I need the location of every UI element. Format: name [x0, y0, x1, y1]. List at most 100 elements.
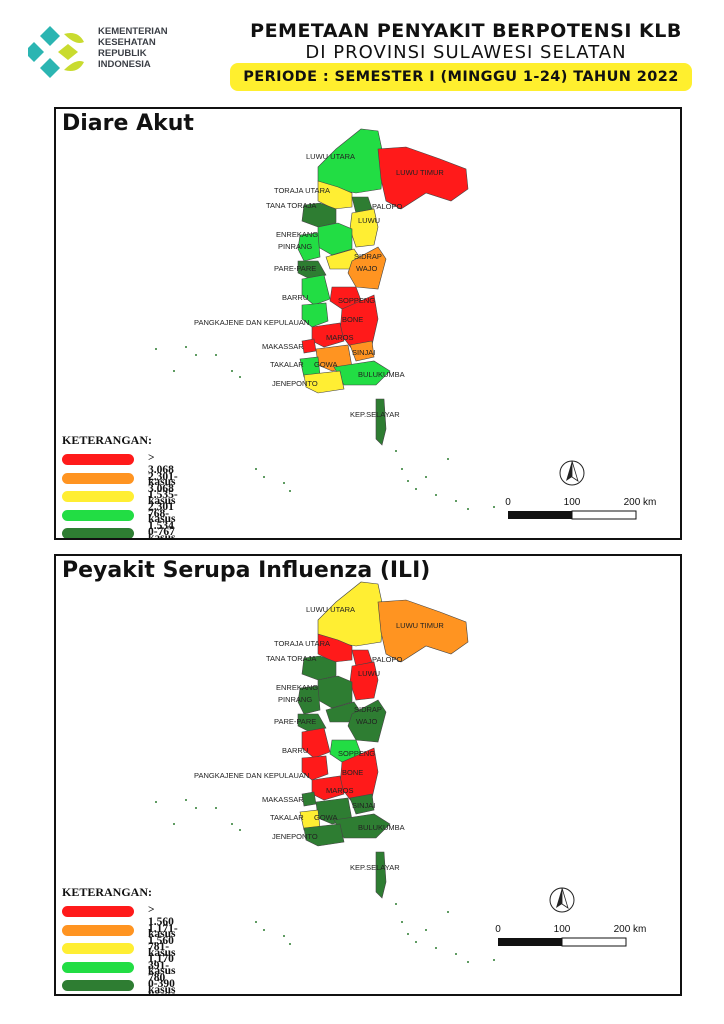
legend-item: 781-1.170 kasus	[62, 941, 176, 977]
scale-tick-label: 200 km	[614, 924, 647, 935]
map-panel-diare: Diare Akut LUWU UTARA LUWU TIMUR TORAJA UT…	[54, 107, 682, 540]
region-label: BARRU	[282, 746, 308, 755]
region-label: GOWA	[314, 360, 337, 369]
island-mark	[493, 959, 495, 961]
map-legend: KETERANGAN: > 1.560 kasus 1.171-1.560 ka…	[62, 885, 178, 994]
region-luwu-timur	[377, 146, 469, 210]
main-title: PEMETAAN PENYAKIT BERPOTENSI KLB	[250, 20, 682, 42]
island-mark	[401, 468, 403, 470]
island-mark	[195, 807, 197, 809]
island-mark	[415, 941, 417, 943]
island-mark	[185, 346, 187, 348]
logo-line-3: REPUBLIK	[98, 48, 147, 59]
region-pangkajene-dan-kepulauan	[301, 302, 329, 328]
region-label: PARE-PARE	[274, 264, 316, 273]
region-label: ENREKANG	[276, 230, 318, 239]
island-mark	[289, 943, 291, 945]
legend-label: 781-1.170 kasus	[148, 941, 176, 977]
region-enrekang	[317, 222, 353, 256]
region-label: SINJAI	[352, 801, 375, 810]
legend-swatch	[62, 528, 134, 538]
region-label: KEP.SELAYAR	[350, 863, 400, 872]
region-label: TORAJA UTARA	[274, 639, 330, 648]
legend-label: 0-390 kasus	[148, 978, 176, 996]
region-label: SOPPENG	[338, 749, 375, 758]
island-mark	[425, 929, 427, 931]
region-wajo	[347, 246, 387, 290]
period-banner: PERIODE : SEMESTER I (MINGGU 1-24) TAHUN…	[230, 63, 692, 91]
logo-line-2: KESEHATAN	[98, 37, 156, 48]
island-mark	[263, 476, 265, 478]
province-map: LUWU UTARA LUWU TIMUR TORAJA UTARA TANA TOR…	[155, 581, 647, 963]
island-mark	[447, 458, 449, 460]
region-pangkajene-dan-kepulauan	[301, 755, 329, 781]
region-label: MAKASSAR	[262, 342, 304, 351]
scale-tick-label: 100	[554, 924, 571, 935]
map-title: Diare Akut	[62, 111, 194, 136]
region-label: WAJO	[356, 264, 378, 273]
legend-label: 768-1.534 kasus	[148, 507, 176, 540]
region-label: TORAJA UTARA	[274, 186, 330, 195]
region-label: JENEPONTO	[272, 832, 318, 841]
island-mark	[467, 961, 469, 963]
legend-item: 2.301-3.068 kasus	[62, 471, 178, 507]
legend-swatch	[62, 454, 134, 465]
island-mark	[239, 829, 241, 831]
island-mark	[215, 354, 217, 356]
island-mark	[395, 450, 397, 452]
island-mark	[455, 953, 457, 955]
legend-swatch	[62, 924, 134, 936]
region-pinrang	[297, 685, 321, 715]
legend-label: > 3.068 kasus	[148, 452, 176, 488]
region-label: PANGKAJENE DAN KEPULAUAN	[194, 318, 309, 327]
region-sinjai	[349, 340, 375, 362]
scale-bar: 0 100 200 km	[505, 460, 656, 520]
region-label: MAKASSAR	[262, 795, 304, 804]
region-label: MAROS	[326, 333, 354, 342]
island-mark	[155, 348, 157, 350]
region-label: BULUKUMBA	[358, 370, 405, 379]
region-barru	[301, 727, 331, 759]
region-label: TAKALAR	[270, 813, 304, 822]
region-kep-selayar	[375, 398, 387, 446]
legend-item: > 3.068 kasus	[62, 452, 176, 488]
region-wajo	[347, 699, 387, 743]
region-luwu	[349, 661, 379, 701]
region-jeneponto	[303, 370, 345, 394]
legend-item: > 1.560 kasus	[62, 904, 176, 940]
scale-tick-label: 100	[564, 497, 581, 508]
island-mark	[263, 929, 265, 931]
region-label: GOWA	[314, 813, 337, 822]
legend-label: 2.301-3.068 kasus	[148, 470, 178, 507]
ministry-logo: KEMENTERIAN KESEHATAN REPUBLIK INDONESIA	[28, 20, 198, 84]
island-mark	[493, 506, 495, 508]
legend-title: KETERANGAN:	[62, 885, 153, 899]
map-legend: KETERANGAN: > 3.068 kasus 2.301-3.068 ka…	[62, 433, 178, 538]
region-label: BONE	[342, 315, 363, 324]
island-mark	[407, 933, 409, 935]
island-mark	[407, 480, 409, 482]
north-arrow-icon	[549, 887, 575, 913]
region-label: BARRU	[282, 293, 308, 302]
region-label: WAJO	[356, 717, 378, 726]
region-label: MAROS	[326, 786, 354, 795]
scale-segment	[561, 937, 627, 947]
logo-line-1: KEMENTERIAN	[98, 26, 168, 37]
island-mark	[239, 376, 241, 378]
region-label: LUWU	[358, 669, 380, 678]
region-label: LUWU UTARA	[306, 152, 355, 161]
map-title: Peyakit Serupa Influenza (ILI)	[62, 558, 431, 583]
legend-swatch	[62, 961, 134, 973]
scale-segment	[498, 938, 562, 946]
island-mark	[435, 494, 437, 496]
scale-segment	[571, 510, 637, 520]
region-label: PINRANG	[278, 242, 312, 251]
island-mark	[435, 947, 437, 949]
legend-label: 1.171-1.560 kasus	[148, 922, 178, 959]
region-maros	[311, 322, 345, 348]
region-jeneponto	[303, 823, 345, 847]
region-luwu-utara	[317, 581, 385, 647]
subtitle: DI PROVINSI SULAWESI SELATAN	[305, 42, 627, 63]
region-enrekang	[317, 675, 353, 709]
region-label: PALOPO	[372, 202, 402, 211]
